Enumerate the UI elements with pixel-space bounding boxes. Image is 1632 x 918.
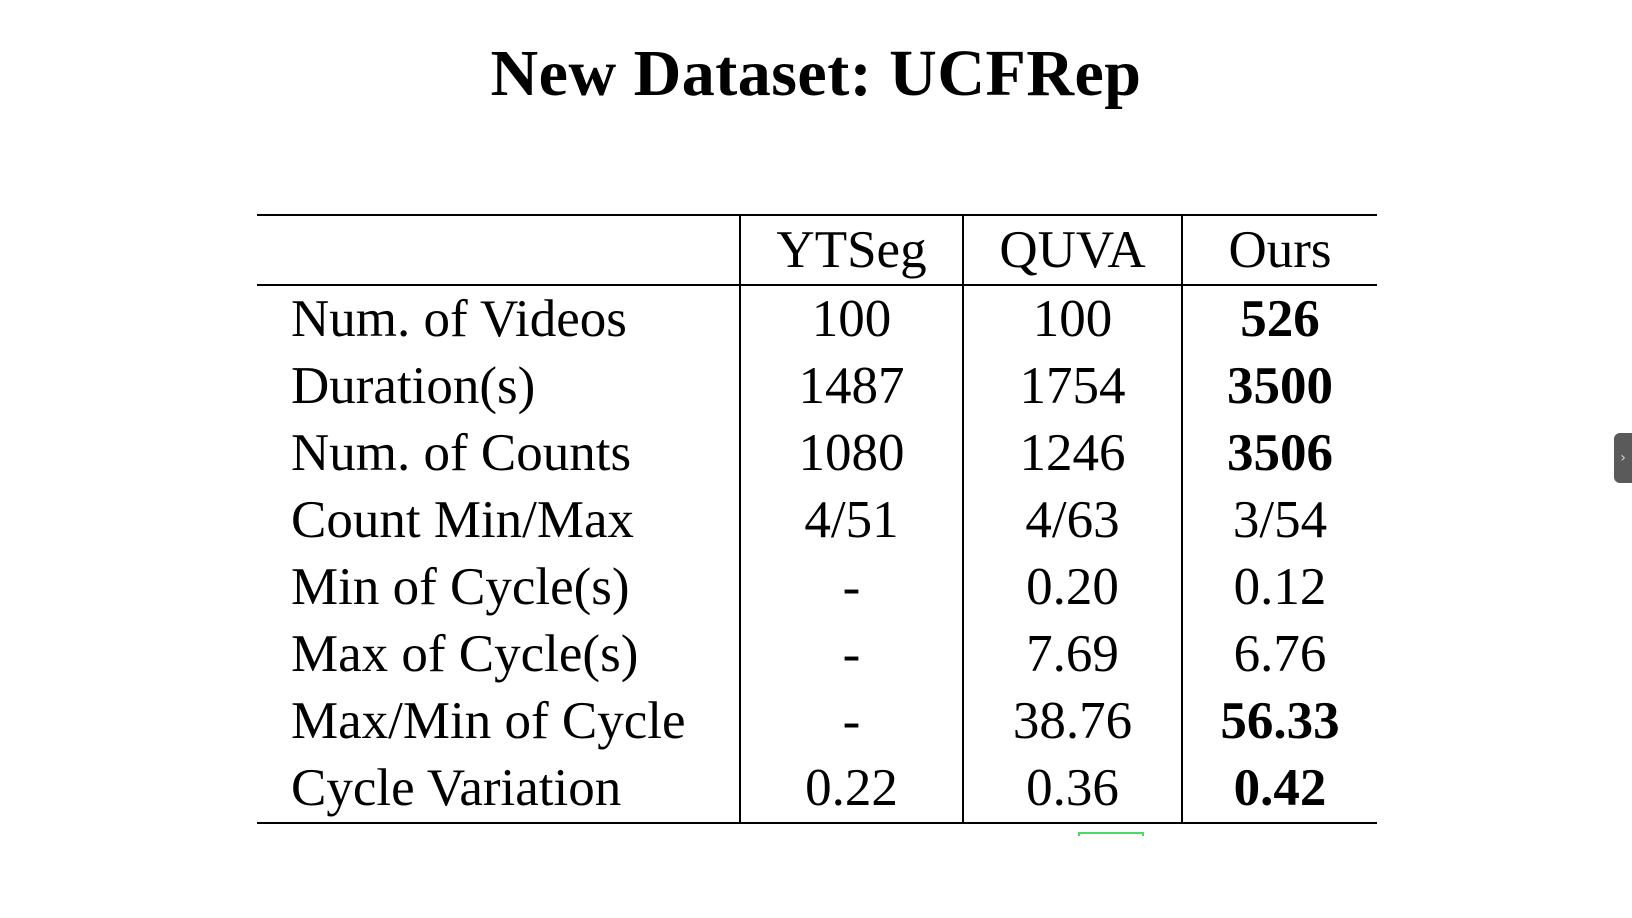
cell-ours: 0.12 [1233,558,1327,616]
row-label: Num. of Counts [257,420,741,487]
cell-quva: 100 [963,285,1183,353]
row-label: Duration(s) [257,353,741,420]
header-corner-cell [257,215,741,286]
row-label: Max/Min of Cycle [257,688,741,755]
table-row: Num. of Counts 1080 1246 3506 [257,420,1377,487]
cell-ytseg: 4/51 [740,487,964,554]
table-row: Cycle Variation 0.22 0.36 0.42 [257,755,1377,823]
header-quva: QUVA [963,215,1183,286]
cell-ytseg: - [740,688,964,755]
cell-quva: 38.76 [963,688,1183,755]
cell-ours: 6.76 [1233,625,1327,683]
chevron-right-icon: › [1620,450,1626,466]
cell-ours: 3506 [1227,424,1333,482]
table-row: Max of Cycle(s) -7.69 6.76 [257,621,1377,688]
cell-ytseg: 0.22 [740,755,964,823]
row-label: Num. of Videos [257,285,741,353]
slide-title: New Dataset: UCFRep [490,37,1142,110]
table-row: Max/Min of Cycle -38.76 56.33 [257,688,1377,755]
table-header-row: YTSeg QUVA Ours [257,215,1377,286]
cell-ytseg: 1487 [740,353,964,420]
cell-ours: 526 [1240,290,1320,348]
comparison-table-container: YTSeg QUVA Ours Num. of Videos 100 100 526 D… [257,214,1377,824]
cell-quva: 0.36 [963,755,1183,823]
cell-ours: 56.33 [1220,692,1340,750]
row-label: Count Min/Max [257,487,741,554]
side-panel-toggle[interactable]: › [1614,433,1632,483]
cell-ytseg: 1080 [740,420,964,487]
cell-ytseg: - [740,554,964,621]
cell-quva: 7.69 [963,621,1183,688]
cell-ours: 3/54 [1232,491,1328,549]
cell-quva: 4/63 [963,487,1183,554]
header-ours: Ours [1182,215,1377,286]
cell-quva: 1754 [963,353,1183,420]
table-body: Num. of Videos 100 100 526 Duration(s) 1487 17… [257,285,1377,823]
cell-quva: 0.20 [963,554,1183,621]
green-underline-marker [1078,832,1144,836]
cell-ours: 0.42 [1233,759,1327,817]
table-row: Count Min/Max 4/51 4/63 3/54 [257,487,1377,554]
dataset-comparison-table: YTSeg QUVA Ours Num. of Videos 100 100 526 D… [257,214,1377,824]
cell-ytseg: - [740,621,964,688]
cell-ytseg: 100 [740,285,964,353]
row-label: Min of Cycle(s) [257,554,741,621]
table-row: Num. of Videos 100 100 526 [257,285,1377,353]
row-label: Cycle Variation [257,755,741,823]
row-label: Max of Cycle(s) [257,621,741,688]
cell-quva: 1246 [963,420,1183,487]
cell-ours: 3500 [1227,357,1333,415]
table-row: Min of Cycle(s) -0.20 0.12 [257,554,1377,621]
table-row: Duration(s) 1487 1754 3500 [257,353,1377,420]
header-ytseg: YTSeg [740,215,964,286]
